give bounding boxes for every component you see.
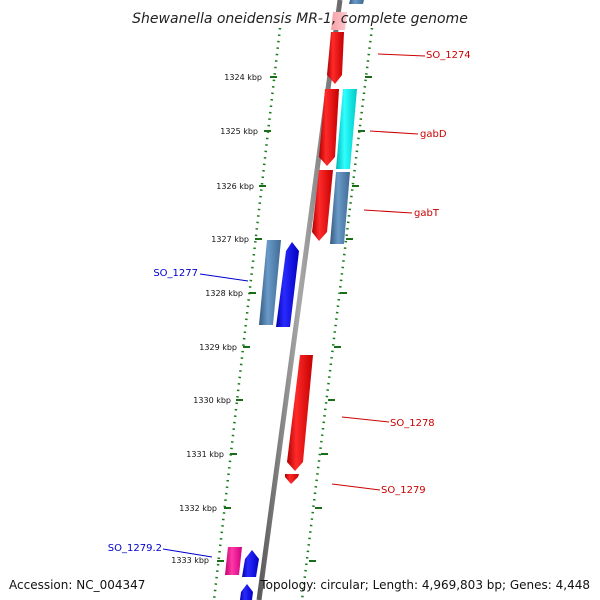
gene-feature-so-1278[interactable]: [287, 355, 313, 471]
kbp-label: 1333 kbp: [171, 556, 209, 565]
kbp-label: 1331 kbp: [186, 450, 224, 459]
kbp-labels: 1324 kbp 1325 kbp 1326 kbp 1327 kbp 1328…: [171, 73, 262, 565]
gene-feature-bottom-blue[interactable]: [240, 584, 253, 600]
kbp-label: 1332 kbp: [179, 504, 217, 513]
kbp-label: 1329 kbp: [199, 343, 237, 352]
gene-feature-gabt-left[interactable]: [312, 170, 333, 241]
accession-text: Accession: NC_004347: [9, 578, 146, 592]
gene-label-so-1279[interactable]: SO_1279: [381, 485, 426, 496]
kbp-label: 1327 kbp: [211, 235, 249, 244]
gene-label-gabd[interactable]: gabD: [420, 129, 447, 140]
gene-label-gabt[interactable]: gabT: [414, 208, 440, 219]
kbp-ticks: [217, 76, 277, 562]
gene-feature-so-1279[interactable]: [285, 474, 299, 484]
genome-summary-text: Topology: circular; Length: 4,969,803 bp…: [260, 578, 590, 592]
leader-so-1279-2: [162, 548, 213, 558]
gene-label-so-1279-2[interactable]: SO_1279.2: [108, 543, 162, 554]
gene-feature-gabd[interactable]: [336, 89, 357, 169]
gene-label-so-1277[interactable]: SO_1277: [153, 268, 198, 279]
gene-feature-partial-top[interactable]: [331, 12, 347, 30]
gene-feature-so-1279-2[interactable]: [225, 547, 242, 575]
gene-feature-so-1277-steel[interactable]: [259, 240, 281, 325]
gene-feature-so-1279-2-blue[interactable]: [242, 550, 259, 577]
leader-so-1277: [199, 273, 249, 282]
gene-label-so-1278[interactable]: SO_1278: [390, 418, 435, 429]
kbp-label: 1325 kbp: [220, 127, 258, 136]
gene-feature-so-1277[interactable]: [276, 242, 299, 327]
kbp-label: 1324 kbp: [224, 73, 262, 82]
outer-ring-ticks: [309, 76, 372, 562]
gene-feature-so-1274[interactable]: [327, 32, 344, 84]
leader-gabt: [363, 209, 413, 214]
map-title: Shewanella oneidensis MR-1, complete gen…: [132, 11, 468, 27]
leader-so-1274: [377, 53, 426, 57]
gene-label-so-1274[interactable]: SO_1274: [426, 50, 471, 61]
leader-so-1278: [341, 416, 390, 423]
leader-gabd: [369, 130, 419, 135]
gene-feature-gabt[interactable]: [330, 172, 350, 244]
kbp-label: 1326 kbp: [216, 182, 254, 191]
gene-feature-partial-top-steel[interactable]: [349, 0, 364, 4]
gene-features: [225, 0, 364, 600]
gene-feature-gabd-left[interactable]: [319, 89, 339, 166]
kbp-label: 1330 kbp: [193, 396, 231, 405]
gene-label-leaders: [162, 53, 426, 558]
leader-so-1279: [331, 483, 381, 491]
kbp-label: 1328 kbp: [205, 289, 243, 298]
gene-labels: SO_1274 gabD gabT SO_1277 SO_1278 SO_127…: [108, 50, 471, 554]
